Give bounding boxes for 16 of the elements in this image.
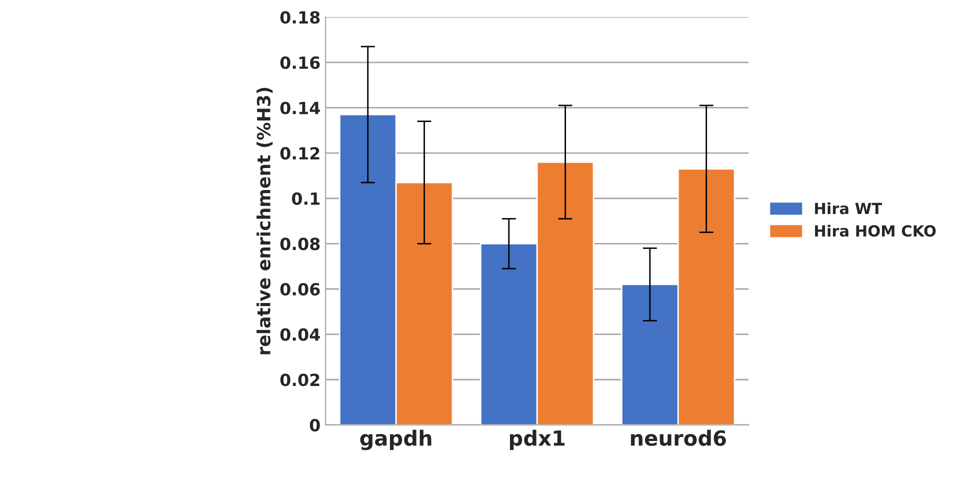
y-tick-label: 0.06 [280,282,320,296]
y-tick-label: 0.18 [280,11,320,24]
y-tick-label: 0.1 [292,192,320,205]
x-tick-label: gapdh [360,430,432,450]
y-axis-title: relative enrichment (%H3) [256,88,273,354]
y-tick-label: 0.02 [280,374,320,386]
y-tick-label: 0.04 [280,328,320,341]
y-tick-label: 0.14 [280,102,320,114]
legend-label: Hira HOM CKO [815,224,936,237]
y-tick-label: 0.12 [280,147,320,160]
x-tick-label: neurod6 [630,430,726,446]
legend-label: Hira WT [815,202,882,214]
y-tick-label: 0.16 [280,56,320,69]
x-tick-label: pdx1 [510,430,565,450]
y-tick-label: 0 [310,418,320,432]
y-tick-label: 0.08 [280,238,320,250]
